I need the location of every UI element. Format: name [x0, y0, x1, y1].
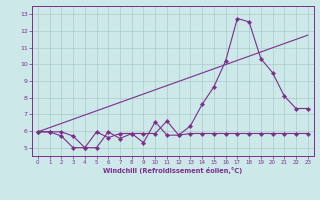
X-axis label: Windchill (Refroidissement éolien,°C): Windchill (Refroidissement éolien,°C) — [103, 167, 243, 174]
